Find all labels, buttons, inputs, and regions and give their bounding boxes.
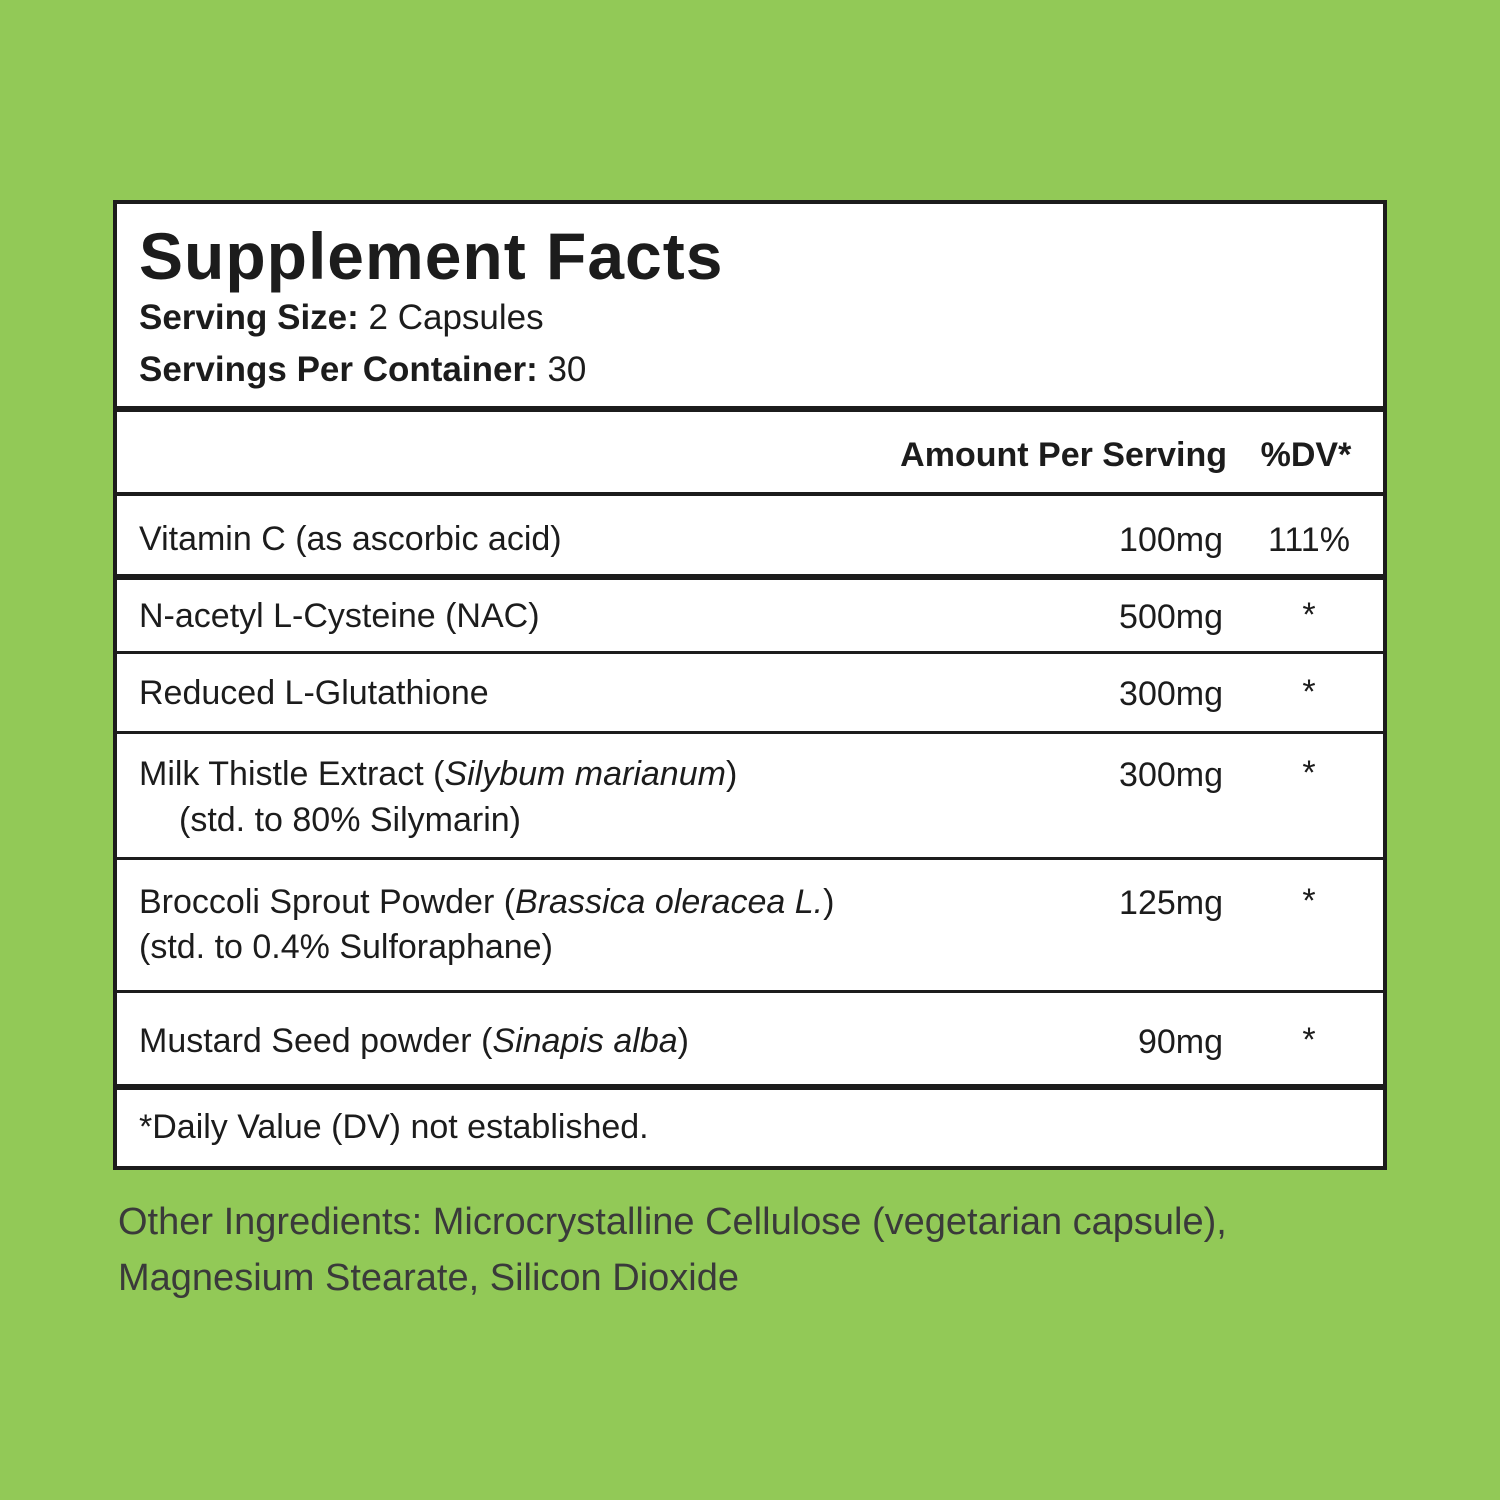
ingredient-amount: 90mg xyxy=(1137,1023,1223,1061)
name-text-end: ) xyxy=(823,883,835,921)
divider xyxy=(117,574,1383,580)
ingredient-amount: 300mg xyxy=(1119,756,1223,794)
footnote: *Daily Value (DV) not established. xyxy=(139,1108,649,1146)
divider xyxy=(117,651,1383,654)
ingredient-amount: 300mg xyxy=(1119,675,1223,713)
name-text: Mustard Seed powder ( xyxy=(139,1022,493,1060)
ingredient-name: Milk Thistle Extract (Silybum marianum) xyxy=(139,751,737,797)
ingredient-dv: * xyxy=(1302,1021,1316,1059)
ingredient-standardization: (std. to 80% Silymarin) xyxy=(179,801,521,839)
servings-per-container-label: Servings Per Container: xyxy=(139,350,538,389)
serving-size-label: Serving Size: xyxy=(139,298,359,337)
panel-title: Supplement Facts xyxy=(139,219,724,293)
serving-size-value: 2 Capsules xyxy=(358,298,544,337)
divider xyxy=(117,857,1383,860)
ingredient-name: Mustard Seed powder (Sinapis alba) xyxy=(139,1018,689,1064)
ingredient-name: N-acetyl L-Cysteine (NAC) xyxy=(139,597,540,635)
ingredient-dv: * xyxy=(1302,673,1316,711)
amount-header: Amount Per Serving xyxy=(900,436,1227,474)
ingredient-row: Broccoli Sprout Powder (Brassica olerace… xyxy=(117,860,1383,990)
name-text-end: ) xyxy=(725,755,738,793)
servings-per-container: Servings Per Container: 30 xyxy=(139,350,586,390)
ingredient-row: N-acetyl L-Cysteine (NAC) 500mg * xyxy=(117,580,1383,652)
divider xyxy=(117,492,1383,496)
ingredient-name: Vitamin C (as ascorbic acid) xyxy=(139,520,562,558)
ingredient-amount: 100mg xyxy=(1119,521,1223,559)
ingredient-dv: * xyxy=(1302,754,1316,792)
ingredient-dv: * xyxy=(1302,882,1316,920)
ingredient-row: Mustard Seed powder (Sinapis alba) 90mg … xyxy=(117,993,1383,1085)
latin-name: Silybum marianum xyxy=(444,755,726,793)
latin-name: Brassica oleracea L. xyxy=(515,883,824,921)
divider xyxy=(117,990,1383,993)
ingredient-row: Milk Thistle Extract (Silybum marianum) … xyxy=(117,734,1383,856)
ingredient-name: Reduced L-Glutathione xyxy=(139,674,489,712)
ingredient-row: Vitamin C (as ascorbic acid) 100mg 111% xyxy=(117,496,1383,574)
dv-header: %DV* xyxy=(1260,436,1352,474)
ingredient-row: Reduced L-Glutathione 300mg * xyxy=(117,654,1383,731)
divider xyxy=(117,1084,1383,1090)
ingredient-standardization: (std. to 0.4% Sulforaphane) xyxy=(139,928,553,966)
ingredient-amount: 125mg xyxy=(1119,884,1223,922)
supplement-facts-panel: Supplement Facts Serving Size: 2 Capsule… xyxy=(113,200,1387,1170)
servings-per-container-value: 30 xyxy=(537,350,587,389)
name-text: Milk Thistle Extract ( xyxy=(139,755,445,793)
ingredient-dv: 111% xyxy=(1268,521,1350,559)
ingredient-dv: * xyxy=(1302,596,1316,634)
latin-name: Sinapis alba xyxy=(492,1022,678,1060)
divider xyxy=(117,731,1383,734)
name-text: Broccoli Sprout Powder ( xyxy=(139,883,516,921)
ingredient-amount: 500mg xyxy=(1119,598,1223,636)
other-ingredients: Other Ingredients: Microcrystalline Cell… xyxy=(118,1201,1227,1299)
ingredient-name: Broccoli Sprout Powder (Brassica olerace… xyxy=(139,879,834,925)
serving-size: Serving Size: 2 Capsules xyxy=(139,298,544,338)
divider xyxy=(117,406,1383,412)
name-text-end: ) xyxy=(677,1022,689,1060)
